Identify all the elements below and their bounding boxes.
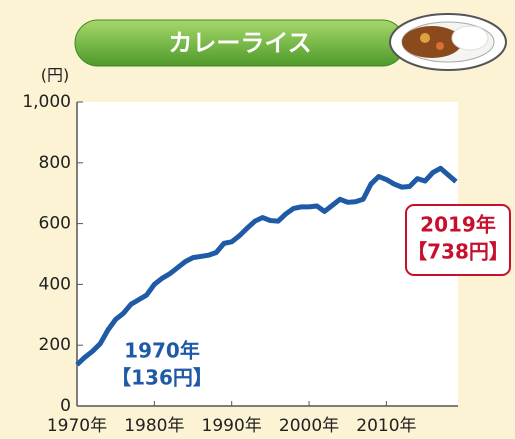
plate-icon (389, 13, 507, 71)
annotation: 1970年 (124, 339, 200, 363)
x-tick-label: 1980年 (124, 416, 184, 436)
annotation: 2019年 (420, 213, 496, 237)
end-label-box (405, 204, 511, 276)
y-tick-label: 600 (39, 214, 71, 234)
y-tick-label: 800 (39, 153, 71, 173)
y-tick-label: 200 (39, 335, 71, 355)
x-tick-label: 2010年 (356, 416, 416, 436)
y-tick-label: 0 (60, 396, 71, 416)
y-tick-label: 1,000 (22, 92, 71, 112)
annotation: 【136円】 (111, 366, 213, 390)
plot-area (77, 102, 458, 406)
x-tick-label: 1970年 (47, 416, 107, 436)
annotation: 【738円】 (407, 240, 509, 264)
y-unit: (円) (41, 66, 70, 85)
x-tick-label: 1990年 (202, 416, 262, 436)
y-tick-label: 400 (39, 274, 71, 294)
x-tick-label: 2000年 (279, 416, 339, 436)
chart-title: カレーライス (168, 29, 311, 57)
series-line (75, 165, 458, 367)
